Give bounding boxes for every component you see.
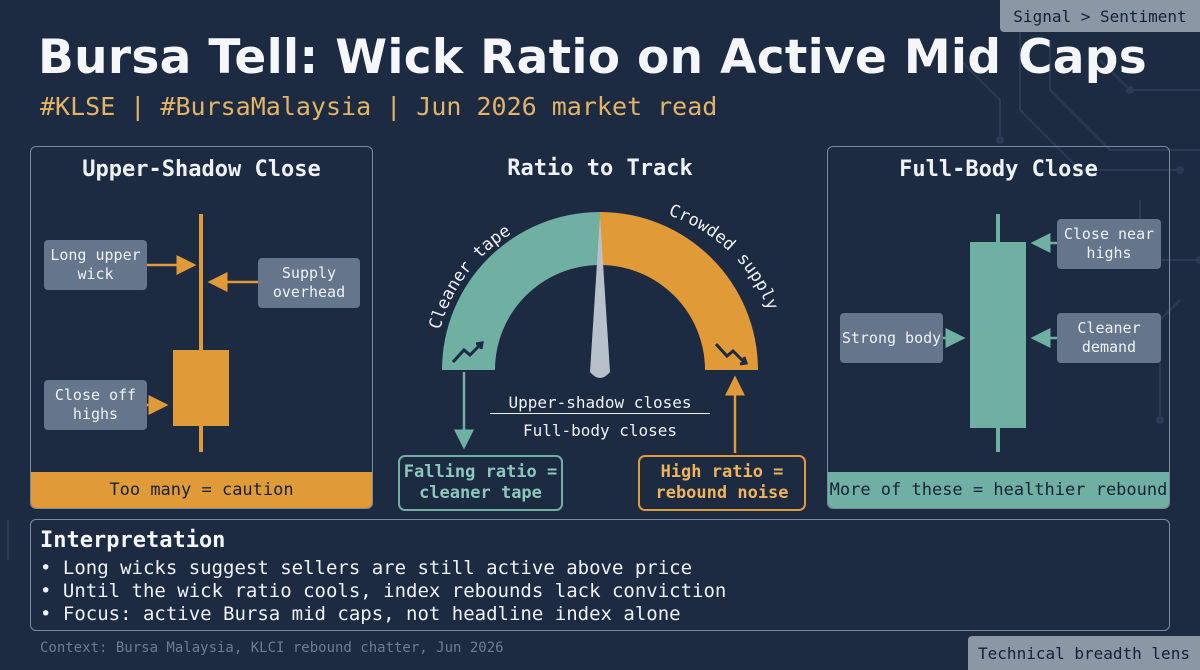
- category-tag: Signal > Sentiment: [1000, 0, 1200, 32]
- full-body-footer: More of these = healthier rebound: [828, 472, 1169, 508]
- page-title: Bursa Tell: Wick Ratio on Active Mid Cap…: [38, 30, 1147, 85]
- page-subtitle: #KLSE | #BursaMalaysia | Jun 2026 market…: [40, 92, 718, 121]
- upper-shadow-footer: Too many = caution: [31, 472, 372, 508]
- interpretation-bullet: • Focus: active Bursa mid caps, not head…: [40, 603, 681, 625]
- upper-shadow-panel: Upper-Shadow Close Too many = caution: [30, 146, 373, 509]
- interpretation-list: • Long wicks suggest sellers are still a…: [40, 557, 726, 626]
- interpretation-bullet: • Long wicks suggest sellers are still a…: [40, 557, 693, 579]
- full-body-title: Full-Body Close: [899, 157, 1098, 182]
- ratio-numerator: Upper-shadow closes: [490, 393, 710, 414]
- cleaner-demand-label: Cleaner demand: [1057, 313, 1161, 363]
- full-body-candle: [970, 214, 1026, 452]
- close-near-highs-label: Close near highs: [1057, 219, 1161, 269]
- ratio-title: Ratio to Track: [507, 156, 693, 181]
- upper-shadow-title: Upper-Shadow Close: [82, 157, 321, 182]
- ratio-denominator: Full-body closes: [522, 421, 678, 440]
- interpretation-title: Interpretation: [40, 528, 226, 553]
- long-upper-wick-label: Long upper wick: [44, 240, 147, 290]
- upper-shadow-candle: [173, 214, 229, 452]
- gauge-needle: [590, 216, 610, 378]
- falling-ratio-callout: Falling ratio = cleaner tape: [398, 455, 563, 511]
- high-ratio-callout: High ratio = rebound noise: [638, 455, 806, 511]
- supply-overhead-label: Supply overhead: [258, 258, 360, 308]
- close-off-highs-label: Close off highs: [44, 380, 147, 430]
- lens-tag: Technical breadth lens: [968, 636, 1200, 670]
- interpretation-box: Interpretation • Long wicks suggest sell…: [30, 519, 1170, 631]
- interpretation-bullet: • Until the wick ratio cools, index rebo…: [40, 580, 727, 602]
- ratio-gauge: [442, 212, 758, 378]
- context-note: Context: Bursa Malaysia, KLCI rebound ch…: [40, 640, 504, 656]
- strong-body-label: Strong body: [840, 313, 943, 363]
- full-body-panel: Full-Body Close More of these = healthie…: [827, 146, 1170, 509]
